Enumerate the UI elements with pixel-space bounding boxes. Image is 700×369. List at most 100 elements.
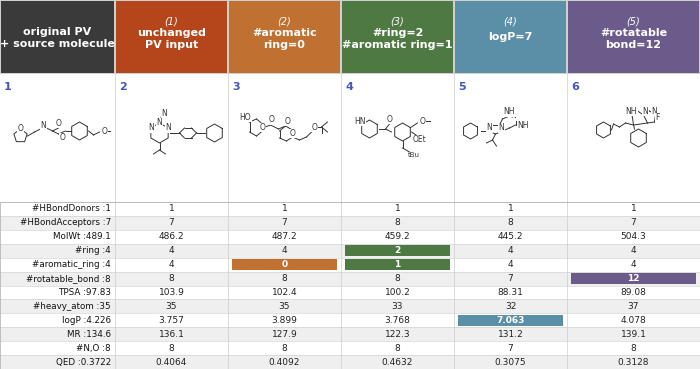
Text: #aromatic_ring :4: #aromatic_ring :4 xyxy=(32,260,111,269)
Text: 3: 3 xyxy=(232,82,239,92)
Text: NH: NH xyxy=(626,107,637,115)
Text: 139.1: 139.1 xyxy=(621,330,646,339)
Text: 100.2: 100.2 xyxy=(384,288,410,297)
Text: O: O xyxy=(102,127,107,135)
Text: #aromatic ring=1: #aromatic ring=1 xyxy=(342,40,453,50)
Text: O: O xyxy=(269,115,274,124)
Bar xyxy=(342,1,453,73)
Text: 8: 8 xyxy=(169,344,174,353)
Text: 37: 37 xyxy=(628,302,639,311)
Text: 35: 35 xyxy=(279,302,290,311)
Text: 131.2: 131.2 xyxy=(498,330,524,339)
Text: 32: 32 xyxy=(505,302,516,311)
Text: #rotatable: #rotatable xyxy=(600,28,667,38)
Text: MolWt :489.1: MolWt :489.1 xyxy=(53,232,111,241)
Text: 7: 7 xyxy=(631,218,636,227)
Text: O: O xyxy=(285,117,290,125)
Text: 8: 8 xyxy=(631,344,636,353)
Text: MR :134.6: MR :134.6 xyxy=(67,330,111,339)
Text: 88.31: 88.31 xyxy=(498,288,524,297)
Text: NH: NH xyxy=(517,121,529,130)
Text: 4: 4 xyxy=(631,246,636,255)
Text: 8: 8 xyxy=(395,274,400,283)
Text: OEt: OEt xyxy=(412,135,426,145)
Text: 4: 4 xyxy=(508,246,513,255)
Bar xyxy=(0,272,700,286)
Text: #ring :4: #ring :4 xyxy=(76,246,111,255)
Text: #HBondAcceptors :7: #HBondAcceptors :7 xyxy=(20,218,111,227)
Text: #aromatic: #aromatic xyxy=(252,28,317,38)
Text: 504.3: 504.3 xyxy=(621,232,646,241)
Text: unchanged: unchanged xyxy=(137,28,206,38)
Text: #heavy_atom :35: #heavy_atom :35 xyxy=(34,302,111,311)
Bar xyxy=(0,216,700,230)
Text: 4: 4 xyxy=(169,260,174,269)
Text: N: N xyxy=(510,111,517,121)
Text: + source molecule: + source molecule xyxy=(0,39,115,49)
Text: #ring=2: #ring=2 xyxy=(372,28,424,38)
Text: 3.757: 3.757 xyxy=(159,316,184,325)
Text: 487.2: 487.2 xyxy=(272,232,298,241)
Text: N: N xyxy=(157,118,162,127)
Text: 0.4092: 0.4092 xyxy=(269,358,300,366)
Text: 6: 6 xyxy=(571,82,579,92)
Bar xyxy=(0,74,700,202)
Bar xyxy=(229,1,340,73)
Bar xyxy=(116,1,227,73)
Text: 8: 8 xyxy=(281,274,288,283)
Text: 1: 1 xyxy=(281,204,288,213)
Text: 103.9: 103.9 xyxy=(159,288,184,297)
Text: 1: 1 xyxy=(394,260,400,269)
Text: 0.4064: 0.4064 xyxy=(156,358,187,366)
Text: O: O xyxy=(60,134,65,142)
Text: 8: 8 xyxy=(395,218,400,227)
Text: 7: 7 xyxy=(169,218,174,227)
Text: 486.2: 486.2 xyxy=(159,232,184,241)
Text: (1): (1) xyxy=(164,16,178,26)
Text: PV input: PV input xyxy=(145,40,198,50)
Text: O: O xyxy=(260,123,266,132)
Bar xyxy=(458,315,563,326)
Bar xyxy=(0,327,700,341)
Text: N: N xyxy=(652,107,657,115)
Text: (2): (2) xyxy=(278,16,291,26)
Text: N: N xyxy=(498,124,505,132)
Text: #HBondDonors :1: #HBondDonors :1 xyxy=(32,204,111,213)
Text: 7.063: 7.063 xyxy=(496,316,525,325)
Bar xyxy=(0,202,700,369)
Text: 8: 8 xyxy=(508,218,513,227)
Bar xyxy=(345,245,450,256)
Text: #rotatable_bond :8: #rotatable_bond :8 xyxy=(27,274,111,283)
Bar xyxy=(455,1,566,73)
Text: 0.4632: 0.4632 xyxy=(382,358,413,366)
Text: 8: 8 xyxy=(169,274,174,283)
Text: 0.3075: 0.3075 xyxy=(495,358,526,366)
Text: 4.078: 4.078 xyxy=(621,316,646,325)
Bar xyxy=(1,1,114,73)
Bar xyxy=(232,259,337,270)
Text: N: N xyxy=(162,108,167,117)
Bar xyxy=(0,244,700,258)
Text: O: O xyxy=(55,118,62,128)
Text: O: O xyxy=(312,123,317,131)
Text: logP :4.226: logP :4.226 xyxy=(62,316,111,325)
Text: N: N xyxy=(486,124,492,132)
Text: 445.2: 445.2 xyxy=(498,232,524,241)
Text: N: N xyxy=(643,107,648,115)
Text: #N,O :8: #N,O :8 xyxy=(76,344,111,353)
Bar xyxy=(568,1,699,73)
Text: 4: 4 xyxy=(631,260,636,269)
Text: 4: 4 xyxy=(169,246,174,255)
Text: tBu: tBu xyxy=(407,152,419,158)
Text: 1: 1 xyxy=(4,82,12,92)
Text: 2: 2 xyxy=(119,82,127,92)
Text: TPSA :97.83: TPSA :97.83 xyxy=(58,288,111,297)
Text: 2: 2 xyxy=(394,246,400,255)
Text: O: O xyxy=(290,129,296,138)
Text: 127.9: 127.9 xyxy=(272,330,298,339)
Text: 4: 4 xyxy=(508,260,513,269)
Bar xyxy=(345,259,450,270)
Text: N: N xyxy=(41,121,46,131)
Text: 33: 33 xyxy=(392,302,403,311)
Text: 1: 1 xyxy=(169,204,174,213)
